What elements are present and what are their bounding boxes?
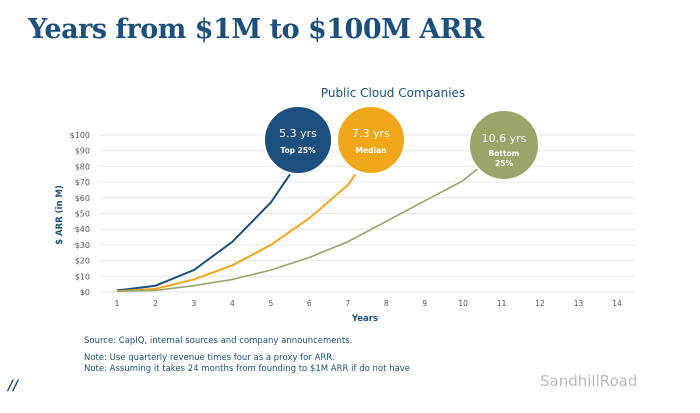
series-line-2 [116, 167, 480, 293]
callout-sublabel: 25% [495, 159, 513, 168]
callout-label: 7.3 yrs [352, 127, 390, 140]
chart-title: Public Cloud Companies [321, 86, 465, 100]
x-tick-label: 8 [384, 299, 389, 308]
x-tick-label: 3 [192, 299, 197, 308]
callout-sublabel: Median [356, 146, 387, 155]
x-tick-label: 12 [535, 299, 545, 308]
slash-mark-logo: // [8, 378, 19, 394]
series-line-1 [116, 173, 357, 293]
y-tick-label: $30 [75, 241, 90, 250]
y-axis-label: $ ARR (in M) [55, 185, 65, 245]
x-tick-label: 4 [230, 299, 235, 308]
x-tick-label: 1 [115, 299, 120, 308]
callout-sublabel: Top 25% [280, 146, 316, 155]
y-tick-label: $60 [75, 194, 90, 203]
callout-circle-2 [468, 109, 540, 181]
x-tick-label: 2 [153, 299, 158, 308]
y-tick-label: $0 [80, 288, 90, 297]
callout-circle-0 [263, 105, 333, 175]
x-tick-label: 6 [307, 299, 312, 308]
y-tick-label: $40 [75, 225, 90, 234]
x-tick-label: 11 [497, 299, 507, 308]
callout-label: 10.6 yrs [482, 132, 527, 145]
x-tick-label: 14 [612, 299, 622, 308]
series-line-0 [116, 173, 291, 292]
x-tick-label: 7 [345, 299, 350, 308]
y-tick-label: $80 [75, 162, 90, 171]
y-tick-label: $100 [70, 131, 90, 140]
y-tick-label: $20 [75, 257, 90, 266]
callout-circle-1 [336, 105, 406, 175]
x-tick-label: 13 [574, 299, 584, 308]
note-2: Note: Assuming it takes 24 months from f… [84, 364, 410, 374]
y-tick-label: $90 [75, 147, 90, 156]
x-tick-label: 9 [422, 299, 427, 308]
source-note: Source: CapIQ, internal sources and comp… [84, 336, 353, 346]
y-tick-label: $70 [75, 178, 90, 187]
callout-label: 5.3 yrs [279, 127, 317, 140]
y-tick-label: $10 [75, 272, 90, 281]
page-title: Years from $1M to $100M ARR [28, 14, 484, 45]
callout-sublabel: Bottom [488, 149, 519, 158]
x-tick-label: 5 [268, 299, 273, 308]
y-tick-label: $50 [75, 210, 90, 219]
x-tick-label: 10 [458, 299, 468, 308]
watermark: SandhillRoad [540, 372, 638, 390]
x-axis-label: Years [351, 314, 378, 324]
note-1: Note: Use quarterly revenue times four a… [84, 353, 335, 363]
